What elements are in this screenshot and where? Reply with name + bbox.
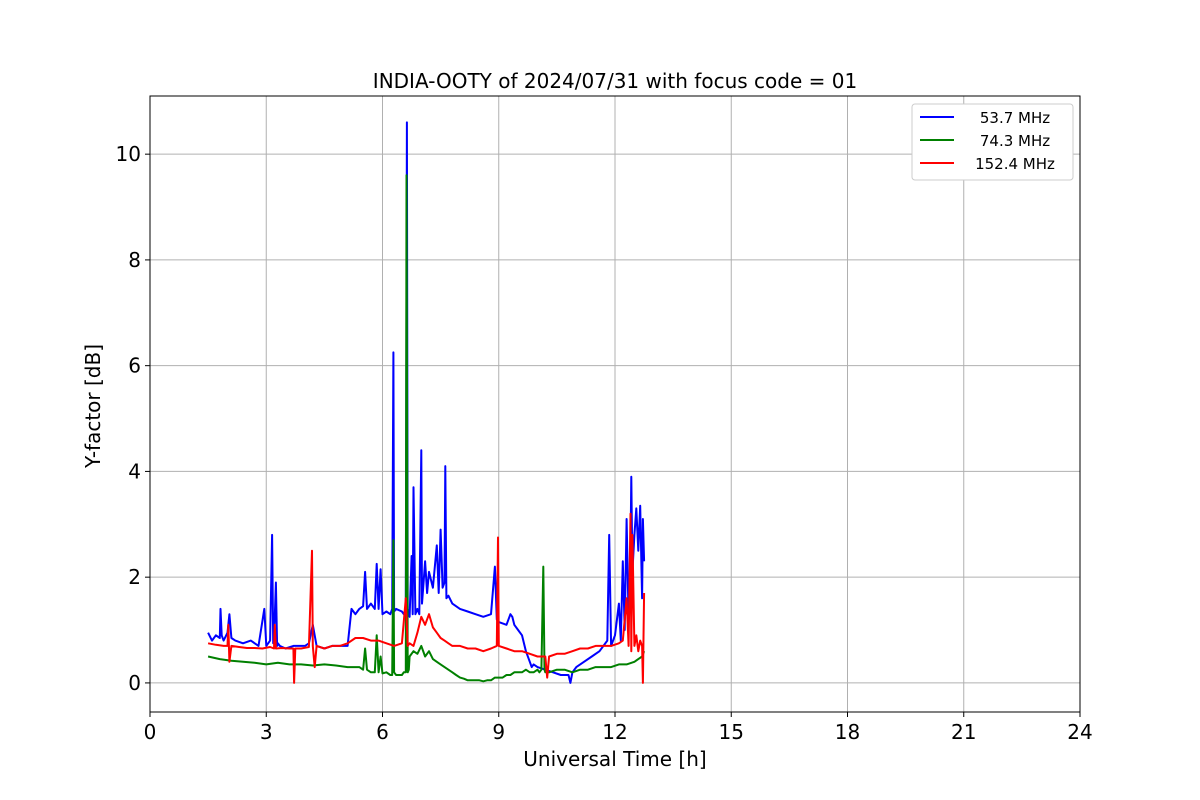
x-tick-label: 9 (492, 720, 505, 744)
chart-title: INDIA-OOTY of 2024/07/31 with focus code… (373, 69, 857, 93)
x-tick-label: 3 (260, 720, 273, 744)
x-tick-label: 0 (144, 720, 157, 744)
legend-label-series-3: 152.4 MHz (975, 155, 1055, 173)
x-tick-label: 24 (1067, 720, 1092, 744)
x-tick-label: 18 (835, 720, 860, 744)
series-line-1 (207, 121, 646, 684)
y-tick-label: 2 (128, 565, 141, 589)
legend: 53.7 MHz 74.3 MHz 152.4 MHz (911, 103, 1074, 181)
y-tick-label: 10 (116, 142, 141, 166)
y-tick-label: 8 (128, 248, 141, 272)
y-axis-label: Y-factor [dB] (81, 344, 105, 469)
x-tick-label: 6 (376, 720, 389, 744)
y-tick-label: 6 (128, 354, 141, 378)
y-tick-label: 4 (128, 459, 141, 483)
x-tick-label: 21 (951, 720, 976, 744)
legend-label-series-2: 74.3 MHz (980, 132, 1050, 150)
x-tick-label: 12 (602, 720, 627, 744)
plot-series (207, 121, 646, 684)
series-line-3 (207, 512, 646, 684)
x-tick-label: 15 (719, 720, 744, 744)
x-axis-label: Universal Time [h] (523, 747, 706, 771)
y-tick-label: 0 (128, 671, 141, 695)
legend-box (911, 103, 1074, 181)
legend-label-series-1: 53.7 MHz (980, 109, 1050, 127)
